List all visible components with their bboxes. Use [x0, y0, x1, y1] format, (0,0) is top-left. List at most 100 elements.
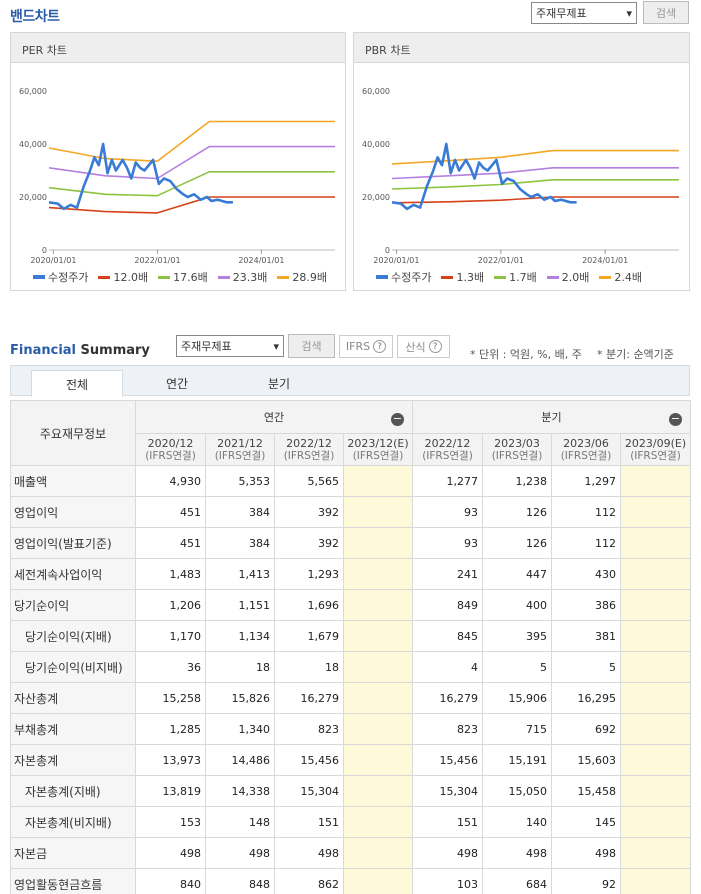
row-label[interactable]: 당기순이익(지배)	[10, 620, 136, 652]
table-cell: 430	[551, 558, 621, 590]
table-cell: 15,456	[274, 744, 344, 776]
row-label[interactable]: 자본총계	[10, 744, 136, 776]
column-header: 2023/03 (IFRS연결)	[482, 433, 552, 466]
row-label[interactable]: 부채총계	[10, 713, 136, 745]
row-label[interactable]: 자본총계(지배)	[10, 775, 136, 807]
table-row: 당기순이익 1,206 1,151 1,696 849 400 386	[10, 589, 691, 621]
column-basis: (IFRS연결)	[145, 449, 196, 462]
table-cell: 498	[412, 837, 483, 869]
table-cell: 4,930	[135, 465, 206, 497]
legend-label: 17.6배	[173, 271, 208, 284]
legend-swatch	[217, 275, 230, 279]
row-label[interactable]: 영업이익	[10, 496, 136, 528]
ifrs-label: IFRS	[345, 340, 371, 353]
table-cell: 1,206	[135, 589, 206, 621]
table-cell	[620, 775, 691, 807]
legend-item[interactable]: 2.0배	[546, 269, 589, 285]
fs-search-button[interactable]: 검색	[288, 334, 335, 358]
tab-all[interactable]: 전체	[31, 370, 123, 397]
table-cell: 15,050	[482, 775, 552, 807]
table-cell	[620, 713, 691, 745]
table-cell: 840	[135, 868, 206, 894]
row-label[interactable]: 영업활동현금흐름	[10, 868, 136, 894]
table-cell	[343, 651, 413, 683]
table-cell: 684	[482, 868, 552, 894]
column-period: 2022/12	[286, 436, 332, 450]
table-cell: 5,353	[205, 465, 275, 497]
fs-statement-select[interactable]: 주재무제표 ▾	[176, 335, 284, 357]
collapse-quarter-button[interactable]: −	[669, 412, 682, 426]
collapse-annual-button[interactable]: −	[391, 412, 404, 426]
pbr-chart: 0 20,000 40,000 60,000 2020/01/01 2022/01/01 2…	[362, 87, 679, 265]
financial-summary-title-rest: Summary	[76, 343, 150, 358]
table-cell: 14,486	[205, 744, 275, 776]
table-cell: 126	[482, 496, 552, 528]
row-label[interactable]: 자본금	[10, 837, 136, 869]
row-label[interactable]: 영업이익(발표기준)	[10, 527, 136, 559]
row-label[interactable]: 세전계속사업이익	[10, 558, 136, 590]
formula-help-button[interactable]: 산식 ?	[397, 335, 450, 358]
table-cell: 5	[482, 651, 552, 683]
table-cell: 5,565	[274, 465, 344, 497]
legend-item[interactable]: 28.9배	[277, 269, 327, 285]
x-tick-label: 2024/01/01	[582, 256, 628, 265]
table-cell: 498	[135, 837, 206, 869]
table-cell: 848	[205, 868, 275, 894]
tab-annual[interactable]: 연간	[165, 377, 189, 391]
fs-select-value: 주재무제표	[181, 340, 232, 353]
legend-swatch	[158, 275, 171, 279]
column-period: 2020/12	[147, 436, 194, 450]
band-search-button[interactable]: 검색	[643, 1, 689, 24]
table-row: 당기순이익(지배) 1,170 1,134 1,679 845 395 381	[10, 620, 691, 652]
table-cell	[343, 589, 413, 621]
row-label[interactable]: 매출액	[10, 465, 136, 497]
band-statement-select[interactable]: 주재무제표 ▾	[531, 2, 637, 24]
table-cell: 1,696	[274, 589, 344, 621]
ifrs-help-button[interactable]: IFRS ?	[339, 335, 393, 358]
table-row: 당기순이익(비지배) 36 18 18 4 5 5	[10, 651, 691, 683]
band-series-line	[391, 179, 679, 190]
column-period: 2021/12	[217, 436, 263, 450]
tab-quarter[interactable]: 분기	[267, 377, 291, 391]
y-tick-label: 40,000	[19, 140, 47, 149]
x-tick-label: 2020/01/01	[30, 256, 76, 265]
column-basis: (IFRS연결)	[630, 449, 681, 462]
y-tick-label: 20,000	[19, 193, 47, 202]
table-cell: 451	[135, 527, 206, 559]
table-cell	[343, 527, 413, 559]
y-tick-label: 60,000	[362, 87, 390, 96]
legend-item[interactable]: 2.4배	[599, 269, 642, 285]
table-cell: 1,413	[205, 558, 275, 590]
table-cell: 16,279	[274, 682, 344, 714]
table-cell: 1,679	[274, 620, 344, 652]
table-cell: 823	[274, 713, 344, 745]
table-cell	[343, 465, 413, 497]
legend-item[interactable]: 수정주가	[376, 269, 431, 285]
table-cell: 15,826	[205, 682, 275, 714]
table-cell	[343, 868, 413, 894]
legend-item[interactable]: 12.0배	[98, 269, 148, 285]
row-label[interactable]: 당기순이익(비지배)	[10, 651, 136, 683]
y-tick-label: 20,000	[362, 193, 390, 202]
legend-label: 1.7배	[509, 271, 537, 284]
row-label[interactable]: 자본총계(비지배)	[10, 806, 136, 838]
per-chart-title: PER 차트	[11, 33, 345, 63]
legend-item[interactable]: 23.3배	[217, 269, 267, 285]
table-cell: 1,277	[412, 465, 483, 497]
table-cell: 498	[205, 837, 275, 869]
legend-item[interactable]: 1.3배	[441, 269, 484, 285]
legend-item[interactable]: 17.6배	[158, 269, 208, 285]
table-cell: 18	[274, 651, 344, 683]
table-cell: 151	[274, 806, 344, 838]
row-label[interactable]: 당기순이익	[10, 589, 136, 621]
per-chart: 0 20,000 40,000 60,000 2020/01/01 2022/01/01 2…	[19, 87, 335, 265]
table-cell: 1,238	[482, 465, 552, 497]
row-label[interactable]: 자산총계	[10, 682, 136, 714]
legend-swatch	[494, 275, 507, 279]
legend-item[interactable]: 수정주가	[33, 269, 88, 285]
table-cell: 92	[551, 868, 621, 894]
legend-item[interactable]: 1.7배	[494, 269, 537, 285]
table-cell: 451	[135, 496, 206, 528]
column-basis: (IFRS연결)	[491, 449, 543, 462]
table-cell: 400	[482, 589, 552, 621]
